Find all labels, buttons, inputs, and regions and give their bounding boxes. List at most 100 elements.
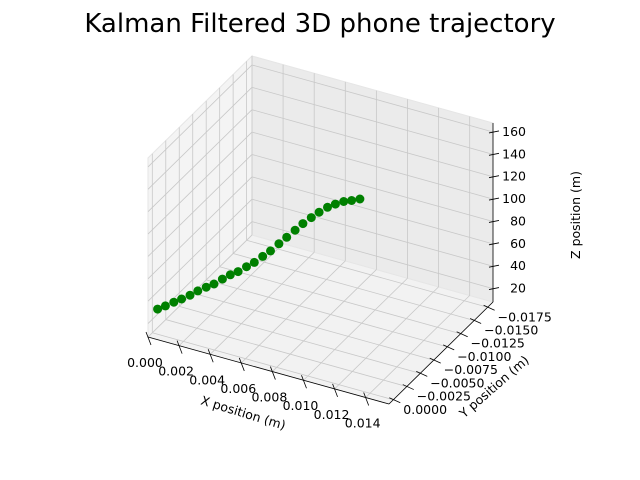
- y-grid-line: [246, 239, 488, 308]
- z-tick-label: 140: [502, 146, 526, 161]
- z-tick-label: 120: [502, 169, 526, 184]
- trajectory-point: [217, 274, 227, 284]
- trajectory-point: [290, 225, 300, 235]
- trajectory-point: [339, 197, 349, 206]
- trajectory-point: [160, 301, 170, 311]
- x-tick-label: 0.006: [220, 381, 256, 396]
- x-grid-line: [334, 286, 439, 390]
- x-grid-line: [178, 243, 284, 346]
- z-tick-mark: [488, 242, 500, 246]
- x-tick-label: 0.002: [158, 364, 194, 379]
- trajectory-point: [274, 239, 284, 249]
- x-tick-mark: [301, 375, 307, 389]
- z-tick-label: 60: [510, 236, 526, 251]
- trajectory-point: [249, 257, 259, 267]
- y-grid-line: [206, 279, 448, 348]
- x-grid-line: [209, 252, 315, 355]
- z-tick-label: 20: [510, 281, 526, 296]
- z-axis-label: Z position (m): [568, 171, 583, 259]
- z-grid-line: [251, 198, 494, 267]
- y-grid-line: [219, 266, 461, 335]
- x-tick-label: 0.012: [314, 407, 350, 422]
- x-grid-line: [241, 260, 346, 364]
- trajectory-point: [209, 279, 219, 289]
- x-tick-label: 0.000: [127, 355, 163, 370]
- y-tick-mark: [429, 357, 441, 364]
- z-tick-label: 80: [510, 213, 526, 228]
- x-grid-line: [303, 277, 408, 381]
- trajectory-point: [185, 290, 195, 300]
- trajectory-point: [282, 232, 292, 242]
- x-tick-mark: [145, 331, 152, 346]
- y-grid-line: [192, 292, 434, 361]
- y-tick-label: −0.0025: [417, 389, 471, 404]
- x-tick-mark: [363, 392, 370, 406]
- z-grid-line: [147, 176, 253, 280]
- chart-title: Kalman Filtered 3D phone trajectory: [84, 9, 555, 39]
- z-tick-mark: [488, 197, 500, 201]
- x-tick-label: 0.004: [189, 372, 225, 387]
- z-tick-mark: [488, 175, 500, 179]
- trajectory-point: [242, 262, 251, 272]
- x-tick-mark: [332, 383, 338, 398]
- axis-lines: [147, 123, 494, 405]
- trajectory-point: [306, 213, 316, 223]
- y-tick-mark: [402, 384, 414, 390]
- trajectory-point: [233, 267, 243, 277]
- x-tick-mark: [176, 340, 183, 354]
- trajectory-point: [225, 270, 235, 280]
- z-grid-line: [147, 131, 253, 235]
- y-axis-line: [388, 301, 494, 405]
- x-axis-line: [147, 336, 390, 405]
- z-grid-line: [251, 131, 494, 200]
- trajectory-point: [330, 199, 340, 209]
- y-tick-label: −0.0100: [457, 349, 511, 364]
- z-grid-line: [147, 198, 253, 302]
- y-tick-mark: [456, 331, 468, 338]
- z-grid-line: [147, 109, 253, 212]
- y-tick-label: −0.0125: [471, 336, 525, 351]
- z-grid-line: [251, 176, 494, 245]
- z-tick-mark: [488, 220, 500, 223]
- z-grid-line: [251, 64, 494, 133]
- z-tick-mark: [488, 130, 500, 134]
- x-tick-label: 0.014: [345, 416, 381, 431]
- trajectory-point: [347, 196, 357, 205]
- trajectory-point: [169, 297, 179, 307]
- z-tick-label: 100: [502, 191, 526, 206]
- y-tick-mark: [389, 397, 401, 404]
- trajectory-point: [177, 294, 187, 304]
- x-tick-label: 0.010: [283, 398, 319, 413]
- x-tick-label: 0.008: [251, 390, 287, 405]
- trajectory-point: [258, 251, 268, 261]
- trajectory-point: [323, 202, 332, 212]
- y-tick-label: −0.0150: [484, 322, 538, 337]
- z-grid-line: [147, 64, 253, 168]
- z-tick-mark: [488, 287, 500, 290]
- z-grid-line: [251, 154, 494, 222]
- trajectory-point: [201, 282, 211, 292]
- y-grid-line: [152, 332, 394, 401]
- z-tick-mark: [488, 264, 500, 268]
- z-grid-line: [147, 87, 253, 190]
- y-grid-line: [165, 319, 407, 387]
- trajectory-points: [153, 194, 365, 314]
- y-tick-mark: [483, 304, 495, 311]
- axis-ticks: 0.0000.0020.0040.0060.0080.0100.0120.014…: [127, 124, 552, 431]
- x-tick-mark: [238, 357, 245, 372]
- x-grid-line: [272, 269, 377, 372]
- z-grid-line: [251, 86, 494, 155]
- y-grid-line: [179, 305, 421, 374]
- y-tick-label: −0.0175: [498, 309, 552, 324]
- y-grid-line: [233, 253, 475, 321]
- trajectory-point: [266, 246, 275, 256]
- z-grid-line: [251, 109, 494, 178]
- axis-panes: [147, 54, 494, 405]
- trajectory-point: [193, 286, 203, 296]
- y-tick-mark: [416, 370, 428, 377]
- x-grid-line: [147, 234, 253, 338]
- x-tick-mark: [270, 366, 276, 380]
- y-tick-label: 0.0000: [403, 402, 447, 417]
- y-tick-mark: [469, 318, 482, 324]
